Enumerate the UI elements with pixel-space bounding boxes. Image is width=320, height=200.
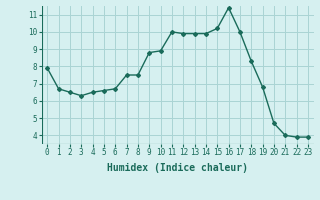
X-axis label: Humidex (Indice chaleur): Humidex (Indice chaleur) — [107, 163, 248, 173]
